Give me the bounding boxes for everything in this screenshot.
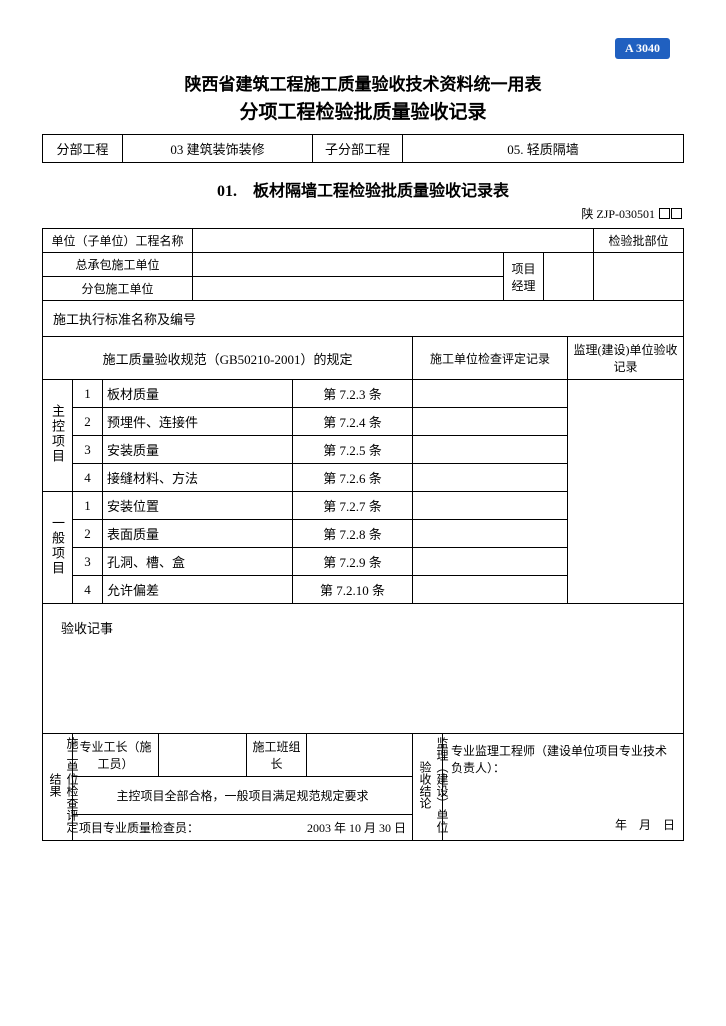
team-leader-value — [307, 734, 413, 777]
group1-label: 主控项目 — [43, 380, 73, 492]
g2-1-name: 安装位置 — [103, 492, 293, 520]
g1-3-clause: 第 7.2.5 条 — [293, 436, 413, 464]
g2-2-check — [413, 520, 568, 548]
title-line-2: 分项工程检验批质量验收记录 — [42, 97, 684, 124]
form-code-badge: A 3040 — [615, 38, 670, 59]
g2-1-n: 1 — [73, 492, 103, 520]
g1-2-name: 预埋件、连接件 — [103, 408, 293, 436]
g2-3-check — [413, 548, 568, 576]
g1-2-clause: 第 7.2.4 条 — [293, 408, 413, 436]
g2-3-clause: 第 7.2.9 条 — [293, 548, 413, 576]
inspect-batch-label: 检验批部位 — [594, 229, 684, 253]
subtitle: 01. 板材隔墙工程检验批质量验收记录表 — [42, 177, 684, 201]
g1-4-n: 4 — [73, 464, 103, 492]
col-supervise: 监理(建设)单位验收记录 — [568, 337, 684, 380]
subcontractor-label: 分包施工单位 — [43, 277, 193, 301]
supervise-record — [568, 380, 684, 604]
g2-4-clause: 第 7.2.10 条 — [293, 576, 413, 604]
result-left-label: 施工单位检查评定结果 — [43, 734, 73, 841]
unit-name-value — [193, 229, 594, 253]
g2-1-check — [413, 492, 568, 520]
g1-1-clause: 第 7.2.3 条 — [293, 380, 413, 408]
supervise-conclusion: 专业监理工程师（建设单位项目专业技术负责人）： 年 月 日 — [443, 734, 684, 841]
col-check: 施工单位检查评定记录 — [413, 337, 568, 380]
group2-label: 一般项目 — [43, 492, 73, 604]
g1-4-clause: 第 7.2.6 条 — [293, 464, 413, 492]
standard-label: 施工执行标准名称及编号 — [43, 301, 684, 337]
g2-2-name: 表面质量 — [103, 520, 293, 548]
inspector-row: 项目专业质量检查员： 2003 年 10 月 30 日 — [73, 815, 413, 841]
pm-value — [544, 253, 594, 301]
g2-4-check — [413, 576, 568, 604]
pm-label: 项目 经理 — [504, 253, 544, 301]
statement: 主控项目全部合格，一般项目满足规范规定要求 — [73, 777, 413, 815]
subdivision-value: 05. 轻质隔墙 — [403, 135, 684, 163]
g1-2-n: 2 — [73, 408, 103, 436]
subdivision-label: 子分部工程 — [313, 135, 403, 163]
g2-4-n: 4 — [73, 576, 103, 604]
foreman-label: 专业工长（施工员） — [73, 734, 159, 777]
foreman-value — [159, 734, 247, 777]
g1-3-name: 安装质量 — [103, 436, 293, 464]
subcontractor-value — [193, 277, 504, 301]
g1-4-check — [413, 464, 568, 492]
g2-2-clause: 第 7.2.8 条 — [293, 520, 413, 548]
g2-2-n: 2 — [73, 520, 103, 548]
g2-4-name: 允许偏差 — [103, 576, 293, 604]
unit-name-label: 单位（子单位）工程名称 — [43, 229, 193, 253]
g2-3-n: 3 — [73, 548, 103, 576]
division-label: 分部工程 — [43, 135, 123, 163]
division-value: 03 建筑装饰装修 — [123, 135, 313, 163]
contractor-value — [193, 253, 504, 277]
g1-1-check — [413, 380, 568, 408]
g1-3-n: 3 — [73, 436, 103, 464]
g1-1-name: 板材质量 — [103, 380, 293, 408]
team-leader-label: 施工班组 长 — [247, 734, 307, 777]
title-line-1: 陕西省建筑工程施工质量验收技术资料统一用表 — [42, 70, 684, 95]
g1-1-n: 1 — [73, 380, 103, 408]
reference-code: 陕 ZJP-030501 — [42, 205, 684, 222]
contractor-label: 总承包施工单位 — [43, 253, 193, 277]
result-right-label: 监理（建设）单位验收结论 — [413, 734, 443, 841]
inspect-batch-value — [594, 253, 684, 301]
g2-1-clause: 第 7.2.7 条 — [293, 492, 413, 520]
col-spec: 施工质量验收规范（GB50210-2001）的规定 — [43, 337, 413, 380]
acceptance-notes: 验收记事 — [43, 604, 684, 734]
g1-4-name: 接缝材料、方法 — [103, 464, 293, 492]
g2-3-name: 孔洞、槽、盒 — [103, 548, 293, 576]
g1-3-check — [413, 436, 568, 464]
g1-2-check — [413, 408, 568, 436]
